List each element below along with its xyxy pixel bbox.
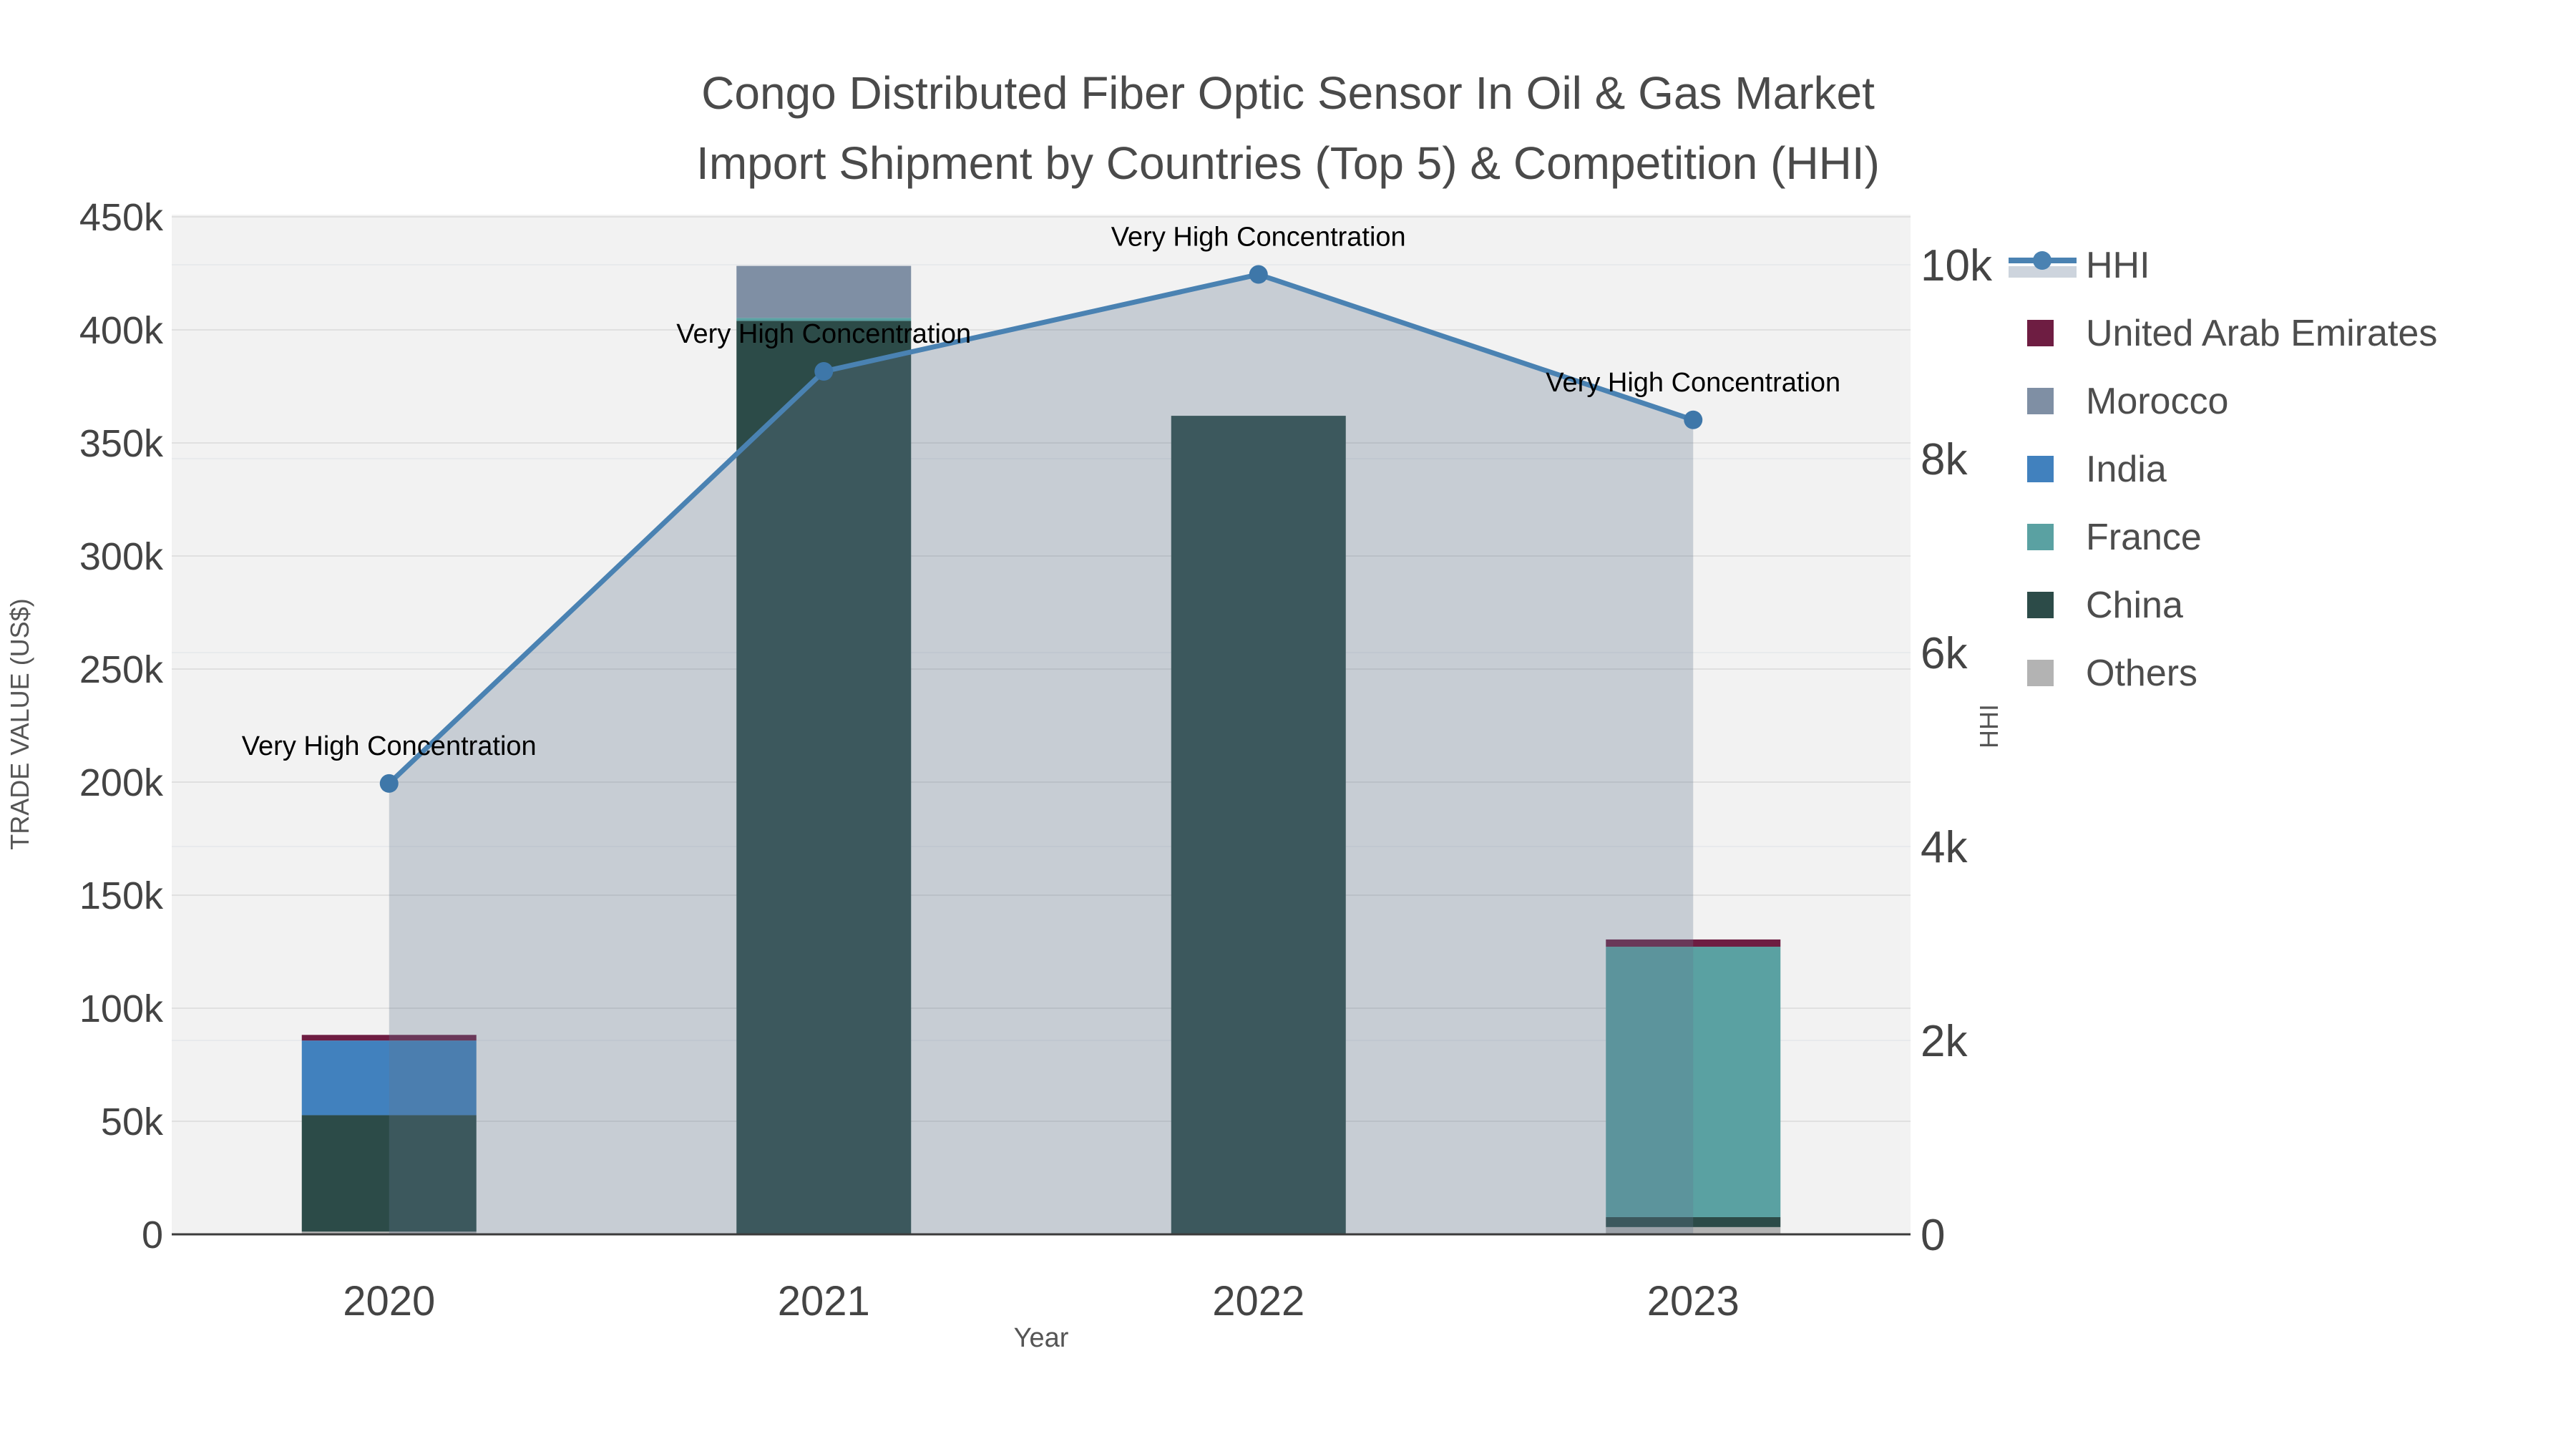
legend-label: China <box>2086 585 2183 626</box>
bar-segment-france-2023 <box>1606 947 1781 1217</box>
annotation-2021: Very High Concentration <box>676 319 971 349</box>
y-left-tick-label: 250k <box>79 648 164 691</box>
hhi-marker-2020 <box>379 774 399 793</box>
legend-color-swatch <box>2027 388 2054 414</box>
y-right-tick-label: 2k <box>1921 1017 1968 1066</box>
y-right-axis-title: HHI <box>1974 704 2004 748</box>
legend-label: Others <box>2086 653 2197 694</box>
bar-segment-others-2023 <box>1606 1226 1781 1234</box>
legend-item-united-arab-emirates[interactable]: United Arab Emirates <box>2027 313 2437 354</box>
y-right-tick-label: 4k <box>1921 823 1968 872</box>
y-left-tick-label: 150k <box>79 874 164 917</box>
hhi-area-fill <box>389 274 1694 1234</box>
y-right-tick-label: 6k <box>1921 629 1968 678</box>
x-tick-label-2023: 2023 <box>1647 1278 1740 1324</box>
legend-item-china[interactable]: China <box>2027 585 2183 626</box>
legend-label: India <box>2086 449 2167 490</box>
y-left-axis-title: TRADE VALUE (US$) <box>5 598 34 849</box>
legend-color-swatch <box>2027 660 2054 686</box>
legend-item-morocco[interactable]: Morocco <box>2027 381 2228 422</box>
bar-segment-china-2020 <box>301 1115 477 1232</box>
hhi-marker-2022 <box>1249 265 1268 284</box>
legend-label: United Arab Emirates <box>2086 313 2437 354</box>
x-axis-title: Year <box>1014 1323 1069 1353</box>
chart-title-line1: Congo Distributed Fiber Optic Sensor In … <box>701 67 1875 119</box>
chart-title-line2: Import Shipment by Countries (Top 5) & C… <box>696 137 1880 189</box>
legend-item-hhi[interactable]: HHI <box>2009 245 2150 286</box>
y-left-tick-label: 0 <box>142 1214 163 1257</box>
x-tick-label-2022: 2022 <box>1212 1278 1304 1324</box>
annotation-2022: Very High Concentration <box>1111 223 1406 253</box>
bar-segment-india-2020 <box>301 1040 477 1116</box>
bar-segment-china-2023 <box>1606 1216 1781 1227</box>
bar-segment-others-2020 <box>301 1231 477 1234</box>
y-left-tick-label: 350k <box>79 422 164 465</box>
legend-color-swatch <box>2027 320 2054 346</box>
bar-segment-morocco-2021 <box>736 265 912 318</box>
legend-item-others[interactable]: Others <box>2027 653 2197 694</box>
y-right-tick-label: 0 <box>1921 1211 1945 1260</box>
legend-label: Morocco <box>2086 381 2228 422</box>
y-left-tick-label: 400k <box>79 309 164 352</box>
bar-segment-united-arab-emirates-2020 <box>301 1035 477 1041</box>
x-tick-label-2021: 2021 <box>778 1278 870 1324</box>
y-right-tick-label: 10k <box>1921 241 1993 291</box>
legend-label: HHI <box>2086 245 2150 286</box>
y-left-tick-label: 450k <box>79 196 164 239</box>
y-left-tick-label: 50k <box>101 1101 164 1143</box>
annotation-2023: Very High Concentration <box>1546 368 1840 398</box>
legend-color-swatch <box>2027 456 2054 482</box>
annotation-2020: Very High Concentration <box>242 731 537 761</box>
y-right-tick-label: 8k <box>1921 435 1968 484</box>
legend-item-india[interactable]: India <box>2027 449 2167 490</box>
y-left-tick-label: 100k <box>79 987 164 1030</box>
y-left-tick-label: 200k <box>79 761 164 804</box>
legend-hhi-marker-icon <box>2033 251 2051 270</box>
legend-color-swatch <box>2027 592 2054 618</box>
legend-color-swatch <box>2027 524 2054 550</box>
legend-hhi-fill-swatch <box>2009 266 2077 278</box>
hhi-marker-2023 <box>1684 410 1703 429</box>
bar-segment-united-arab-emirates-2023 <box>1606 939 1781 947</box>
x-tick-label-2020: 2020 <box>343 1278 435 1324</box>
hhi-line <box>387 272 1694 786</box>
legend-label: France <box>2086 517 2202 558</box>
y-left-tick-label: 300k <box>79 535 164 578</box>
legend-item-france[interactable]: France <box>2027 517 2202 558</box>
bar-segment-france-2021 <box>736 318 912 321</box>
hhi-marker-2021 <box>814 362 834 381</box>
bar-segment-china-2022 <box>1171 416 1346 1234</box>
bar-segment-china-2021 <box>736 321 912 1234</box>
